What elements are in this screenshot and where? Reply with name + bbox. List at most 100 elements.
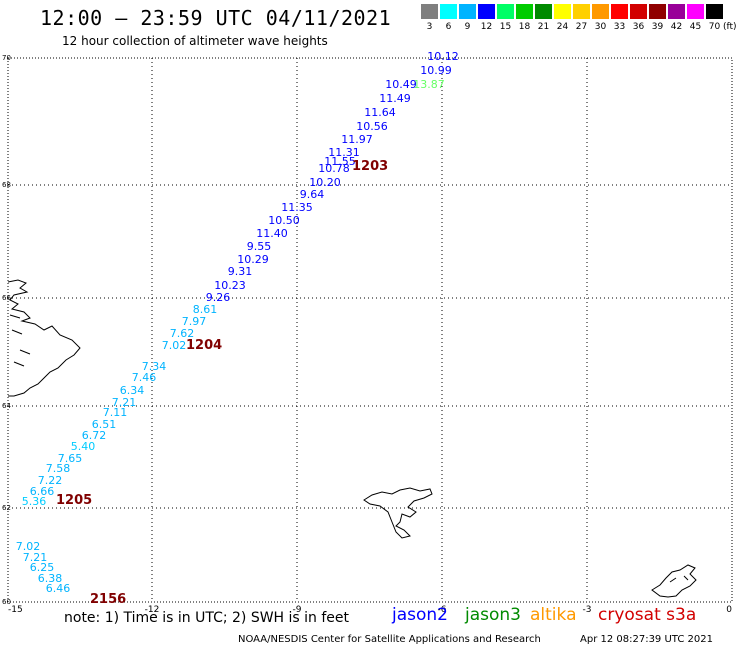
- wave-height-label: 6.72: [82, 429, 107, 442]
- scale-label: 30: [594, 22, 607, 32]
- sat-legend-altika: altika: [530, 605, 577, 625]
- wave-height-label: 11.49: [379, 92, 411, 105]
- wave-height-label: 11.35: [281, 201, 313, 214]
- wave-height-label: 10.49: [385, 78, 417, 91]
- wave-height-label: 11.64: [364, 106, 396, 119]
- scale-label: 27: [575, 22, 588, 32]
- scale-label: 45: [689, 22, 702, 32]
- lon-tick-label: 0: [726, 605, 732, 615]
- scale-swatch: [421, 4, 438, 19]
- footer-note: note: 1) Time is in UTC; 2) SWH is in fe…: [64, 610, 350, 626]
- wave-height-label: 7.11: [103, 406, 128, 419]
- wave-height-label: 9.55: [247, 240, 272, 253]
- axis-tick-labels: -15 -12 -9 -6 -3 0 70 68 66 64 62 60: [2, 54, 732, 615]
- wave-height-label: 10.99: [420, 64, 452, 77]
- pass-time-label: 1204: [186, 338, 222, 353]
- map-frame: [7, 57, 733, 603]
- scale-swatch: [516, 4, 533, 19]
- wave-height-label: 6.51: [92, 418, 117, 431]
- pass-time-label: 2156: [90, 592, 126, 607]
- scale-label: 21: [537, 22, 550, 32]
- scale-swatch: [687, 4, 704, 19]
- scale-swatch: [535, 4, 552, 19]
- wave-height-label: 7.65: [58, 452, 83, 465]
- scale-label: 15: [499, 22, 512, 32]
- scale-label: 42: [670, 22, 683, 32]
- wave-height-label: 11.40: [256, 227, 288, 240]
- scale-swatch: [497, 4, 514, 19]
- scale-label: 39: [651, 22, 664, 32]
- wave-height-label: 11.31: [328, 146, 360, 159]
- wave-height-label: 7.34: [142, 360, 167, 373]
- wave-height-label: 7.21: [23, 551, 48, 564]
- lat-tick-label: 62: [2, 504, 11, 512]
- generation-timestamp: Apr 12 08:27:39 UTC 2021: [580, 634, 713, 645]
- wave-height-label: 9.31: [228, 265, 253, 278]
- wave-height-label: 8.61: [193, 303, 218, 316]
- wave-height-label: 7.58: [46, 462, 71, 475]
- wave-height-label: 7.62: [170, 327, 195, 340]
- scale-swatch: [459, 4, 476, 19]
- faroe-islands-coast: [363, 487, 433, 539]
- wave-height-labels: 10.1210.9913.8710.4911.4911.6410.5611.97…: [16, 50, 459, 595]
- wave-height-label: 7.02: [16, 540, 41, 553]
- sat-legend-jason3: jason3: [465, 605, 521, 625]
- scale-swatch: [649, 4, 666, 19]
- iceland-coast: [7, 279, 81, 397]
- wave-height-label: 6.46: [46, 582, 71, 595]
- lon-tick-label: -6: [438, 605, 447, 615]
- sat-legend-jason2: jason2: [392, 605, 448, 625]
- scale-swatch: [440, 4, 457, 19]
- wave-height-label: 10.56: [356, 120, 388, 133]
- scale-swatch: [668, 4, 685, 19]
- scale-swatch: [706, 4, 723, 19]
- wave-height-label: 7.22: [38, 474, 63, 487]
- wave-height-label: 6.34: [120, 384, 145, 397]
- map-title: 12:00 — 23:59 UTC 04/11/2021: [40, 6, 392, 30]
- lat-tick-label: 68: [2, 181, 11, 189]
- credit-line: NOAA/NESDIS Center for Satellite Applica…: [238, 634, 541, 645]
- scale-label: 24: [556, 22, 569, 32]
- sat-legend-cryosat: cryosat s3a: [598, 605, 697, 625]
- wave-height-label: 10.23: [214, 279, 246, 292]
- pass-time-label: 1203: [352, 159, 388, 174]
- wave-height-label: 6.25: [30, 561, 55, 574]
- wave-height-label: 10.50: [268, 214, 300, 227]
- lat-tick-label: 60: [2, 598, 11, 606]
- lat-tick-label: 66: [2, 294, 11, 302]
- scale-swatch: [630, 4, 647, 19]
- wave-height-label: 11.55: [324, 155, 356, 168]
- scale-label: 9: [464, 22, 471, 32]
- wave-height-label: 9.26: [206, 291, 231, 304]
- pass-time-label: 1205: [56, 493, 92, 508]
- wave-height-label: 7.97: [182, 315, 207, 328]
- scale-swatch: [554, 4, 571, 19]
- wave-height-label: 10.12: [427, 50, 459, 63]
- wave-height-label: 13.87: [413, 78, 445, 91]
- shetland-islands-coast: [651, 564, 697, 598]
- lat-lon-grid: [7, 57, 733, 603]
- coastlines: [7, 279, 697, 598]
- wave-height-label: 5.40: [71, 440, 96, 453]
- scale-label: 70: [708, 22, 721, 32]
- iceland-fjord-detail: [9, 314, 31, 367]
- wave-height-label: 10.29: [237, 253, 269, 266]
- wave-height-label: 10.20: [309, 176, 341, 189]
- lon-tick-label: -15: [8, 605, 23, 615]
- scale-label: 3: [426, 22, 433, 32]
- scale-label: 18: [518, 22, 531, 32]
- scale-swatch: [592, 4, 609, 19]
- wave-height-label: 6.38: [38, 572, 63, 585]
- scale-label: 33: [613, 22, 626, 32]
- wave-height-label: 7.21: [112, 396, 137, 409]
- lat-tick-label: 70: [2, 54, 11, 62]
- wave-height-label: 7.02: [162, 339, 187, 352]
- wave-height-label: 5.36: [22, 495, 47, 508]
- scale-swatch: [573, 4, 590, 19]
- lat-tick-label: 64: [2, 402, 11, 410]
- wave-height-label: 11.97: [341, 133, 373, 146]
- scale-swatch: [611, 4, 628, 19]
- wave-height-label: 9.64: [300, 188, 325, 201]
- wave-height-label: 6.66: [30, 485, 55, 498]
- pass-time-labels: 1203 1204 1205 2156: [56, 159, 388, 607]
